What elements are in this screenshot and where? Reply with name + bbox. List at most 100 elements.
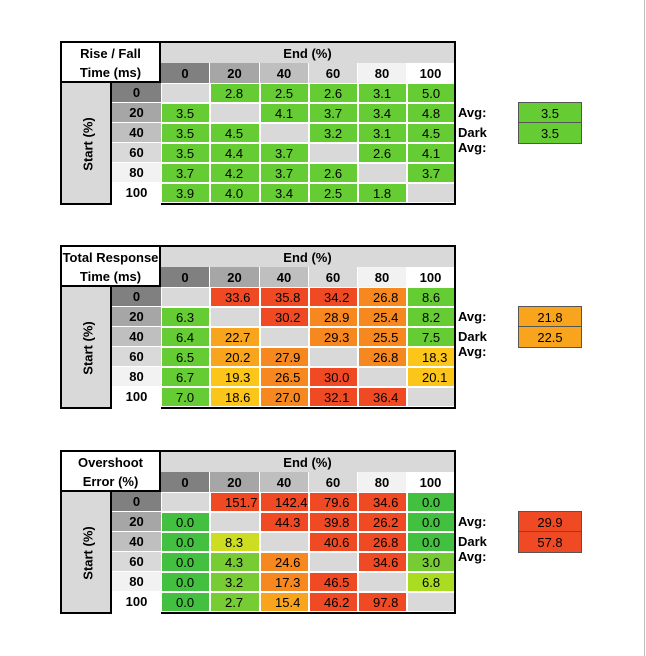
data-cell: 2.7 <box>210 592 260 612</box>
data-cell <box>210 512 260 532</box>
table-3: Overshoot Error (%) End (%) 0 20 40 60 80 100 Sta… <box>60 450 582 614</box>
data-cell: 26.2 <box>358 512 407 532</box>
start-axis-label: Start (%) <box>60 83 112 205</box>
data-cell: 36.4 <box>358 387 407 407</box>
table-title: Rise / Fall Time (ms) <box>60 41 161 83</box>
table-2: Total Response Time (ms) End (%) 0 20 40 60 80 1… <box>60 245 582 409</box>
data-cell: 3.4 <box>358 103 407 123</box>
avg-label: Avg: <box>458 514 487 529</box>
data-cell: 20.2 <box>210 347 260 367</box>
table-title: Overshoot Error (%) <box>60 450 161 492</box>
data-cell: 3.9 <box>161 183 210 203</box>
data-cell: 4.5 <box>210 123 260 143</box>
data-cell: 3.1 <box>358 83 407 103</box>
row-header: 20 <box>112 307 161 327</box>
data-cell: 8.2 <box>407 307 456 327</box>
data-cell: 3.2 <box>309 123 358 143</box>
table-title-line: Overshoot <box>77 455 143 470</box>
table-title-line: Error (%) <box>82 474 139 489</box>
data-cell: 46.2 <box>309 592 358 612</box>
dark-avg-label: Dark Avg: <box>458 329 487 359</box>
data-cell: 3.1 <box>358 123 407 143</box>
data-cell: 4.0 <box>210 183 260 203</box>
data-cell <box>260 532 309 552</box>
data-cell: 29.3 <box>309 327 358 347</box>
data-cell: 34.2 <box>309 287 358 307</box>
data-cell <box>407 183 456 203</box>
data-cell: 18.6 <box>210 387 260 407</box>
data-cell: 0.0 <box>161 572 210 592</box>
data-cell: 3.7 <box>309 103 358 123</box>
column-header: 60 <box>309 63 358 83</box>
column-header: 100 <box>407 472 456 492</box>
data-cell: 8.6 <box>407 287 456 307</box>
row-header: 100 <box>112 592 161 612</box>
data-cell: 3.5 <box>161 123 210 143</box>
data-cell: 33.6 <box>210 287 260 307</box>
data-cell <box>309 347 358 367</box>
start-axis-label: Start (%) <box>60 287 112 409</box>
column-header: 40 <box>260 472 309 492</box>
data-cell <box>161 492 210 512</box>
data-cell: 3.5 <box>161 143 210 163</box>
table-title-line: Total Response <box>62 250 159 265</box>
avg-label: Avg: <box>458 105 487 120</box>
data-cell <box>161 83 210 103</box>
data-cell: 26.5 <box>260 367 309 387</box>
table-title-line: Rise / Fall <box>80 46 141 61</box>
table-1: Rise / Fall Time (ms) End (%) 0 20 40 60 80 100 S… <box>60 41 582 205</box>
data-cell: 44.3 <box>260 512 309 532</box>
row-header: 80 <box>112 572 161 592</box>
data-cell <box>358 163 407 183</box>
data-cell: 20.1 <box>407 367 456 387</box>
data-cell: 19.3 <box>210 367 260 387</box>
avg-value: 3.5 <box>518 102 582 124</box>
row-header: 40 <box>112 532 161 552</box>
data-cell: 0.0 <box>161 552 210 572</box>
data-cell <box>210 103 260 123</box>
column-header: 80 <box>358 267 407 287</box>
end-axis-label: End (%) <box>161 41 456 63</box>
column-header: 0 <box>161 63 210 83</box>
data-cell <box>358 367 407 387</box>
data-cell <box>407 592 456 612</box>
row-header: 100 <box>112 387 161 407</box>
data-cell: 4.2 <box>210 163 260 183</box>
column-header: 0 <box>161 472 210 492</box>
avg-value: 29.9 <box>518 511 582 533</box>
column-header: 0 <box>161 267 210 287</box>
data-cell: 46.5 <box>309 572 358 592</box>
row-header: 40 <box>112 327 161 347</box>
data-cell: 39.8 <box>309 512 358 532</box>
data-cell: 142.4 <box>260 492 309 512</box>
data-cell: 3.7 <box>407 163 456 183</box>
data-cell <box>161 287 210 307</box>
data-cell: 6.7 <box>161 367 210 387</box>
data-cell <box>260 327 309 347</box>
data-cell <box>358 572 407 592</box>
page-border <box>644 0 645 656</box>
row-header: 80 <box>112 163 161 183</box>
data-cell: 15.4 <box>260 592 309 612</box>
data-cell <box>309 552 358 572</box>
column-header: 40 <box>260 63 309 83</box>
dark-avg-value: 22.5 <box>518 326 582 348</box>
data-cell: 0.0 <box>407 512 456 532</box>
data-cell: 30.2 <box>260 307 309 327</box>
column-header: 60 <box>309 267 358 287</box>
end-axis-label: End (%) <box>161 450 456 472</box>
start-axis-text: Start (%) <box>80 321 96 375</box>
data-cell: 0.0 <box>407 492 456 512</box>
data-cell: 3.4 <box>260 183 309 203</box>
data-cell <box>309 143 358 163</box>
row-header: 0 <box>112 287 161 307</box>
data-cell: 97.8 <box>358 592 407 612</box>
data-cell: 3.7 <box>260 143 309 163</box>
data-cell: 2.5 <box>309 183 358 203</box>
data-cell: 25.4 <box>358 307 407 327</box>
avg-label: Avg: <box>458 309 487 324</box>
dark-avg-value: 57.8 <box>518 531 582 553</box>
data-cell: 26.8 <box>358 287 407 307</box>
table-title: Total Response Time (ms) <box>60 245 161 287</box>
column-header: 100 <box>407 267 456 287</box>
